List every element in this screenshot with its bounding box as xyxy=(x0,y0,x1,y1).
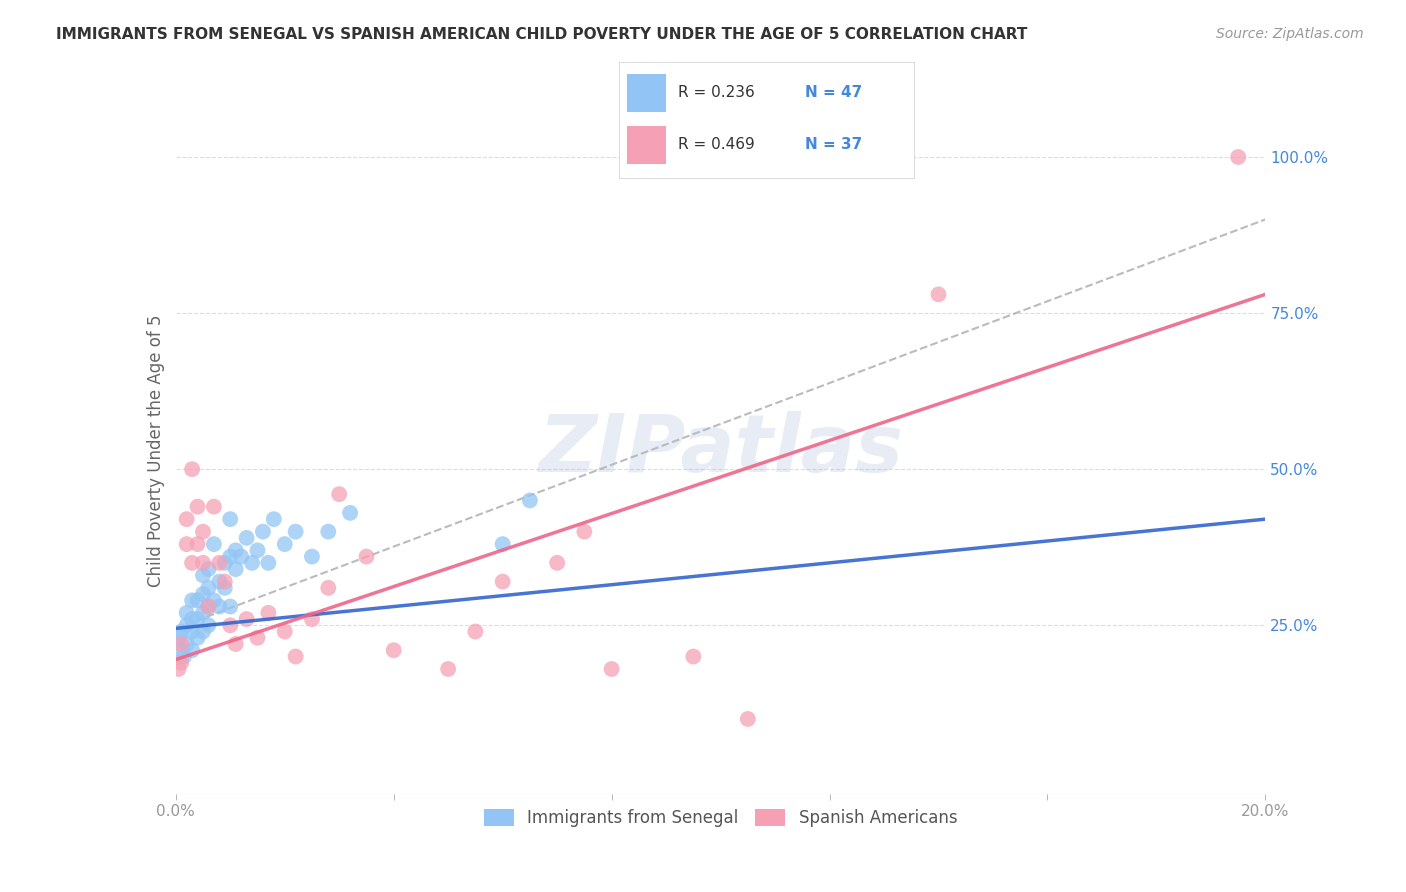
Point xyxy=(197,618,219,632)
Point xyxy=(181,556,204,570)
Point xyxy=(191,624,214,639)
Point xyxy=(225,543,247,558)
Point xyxy=(574,524,596,539)
Point xyxy=(191,524,214,539)
FancyBboxPatch shape xyxy=(627,74,666,112)
Point xyxy=(186,631,209,645)
Point xyxy=(214,574,236,589)
Point xyxy=(176,618,198,632)
Point xyxy=(240,556,263,570)
Point xyxy=(246,543,269,558)
Point xyxy=(284,524,307,539)
Text: R = 0.236: R = 0.236 xyxy=(678,85,755,100)
Point xyxy=(519,493,541,508)
Point xyxy=(208,599,231,614)
Point xyxy=(356,549,378,564)
Point xyxy=(339,506,361,520)
Point xyxy=(181,462,204,476)
Point xyxy=(191,606,214,620)
Point xyxy=(197,599,219,614)
Point xyxy=(170,656,193,670)
Point xyxy=(492,537,515,551)
Point xyxy=(328,487,350,501)
Point xyxy=(186,500,209,514)
Point xyxy=(214,556,236,570)
Text: Source: ZipAtlas.com: Source: ZipAtlas.com xyxy=(1216,27,1364,41)
Point xyxy=(257,606,280,620)
Point xyxy=(318,581,340,595)
Point xyxy=(219,549,242,564)
Point xyxy=(492,574,515,589)
Text: N = 37: N = 37 xyxy=(804,137,862,153)
Point xyxy=(208,574,231,589)
Point xyxy=(382,643,405,657)
Point xyxy=(257,556,280,570)
Point xyxy=(235,612,257,626)
Point xyxy=(219,618,242,632)
Point xyxy=(191,568,214,582)
Point xyxy=(225,637,247,651)
Point xyxy=(208,556,231,570)
Point xyxy=(318,524,340,539)
Point xyxy=(170,643,193,657)
Point xyxy=(274,624,297,639)
Point xyxy=(197,599,219,614)
Text: N = 47: N = 47 xyxy=(804,85,862,100)
Point xyxy=(928,287,950,301)
Point xyxy=(1227,150,1250,164)
Point xyxy=(301,612,323,626)
Point xyxy=(235,531,257,545)
FancyBboxPatch shape xyxy=(627,126,666,164)
Point xyxy=(176,606,198,620)
Point xyxy=(202,537,225,551)
Point xyxy=(219,599,242,614)
Point xyxy=(214,581,236,595)
Point xyxy=(246,631,269,645)
Point xyxy=(231,549,253,564)
Point xyxy=(301,549,323,564)
Point xyxy=(546,556,568,570)
Point xyxy=(191,556,214,570)
Point xyxy=(181,643,204,657)
Point xyxy=(176,512,198,526)
Text: IMMIGRANTS FROM SENEGAL VS SPANISH AMERICAN CHILD POVERTY UNDER THE AGE OF 5 COR: IMMIGRANTS FROM SENEGAL VS SPANISH AMERI… xyxy=(56,27,1028,42)
Point xyxy=(263,512,285,526)
Legend: Immigrants from Senegal, Spanish Americans: Immigrants from Senegal, Spanish America… xyxy=(477,802,965,834)
Point xyxy=(225,562,247,576)
Point xyxy=(600,662,623,676)
Point xyxy=(170,624,193,639)
Point xyxy=(202,593,225,607)
Point xyxy=(181,624,204,639)
Point xyxy=(464,624,486,639)
Point xyxy=(197,581,219,595)
Point xyxy=(186,593,209,607)
Point xyxy=(170,637,193,651)
Point xyxy=(197,562,219,576)
Point xyxy=(173,649,195,664)
Point xyxy=(274,537,297,551)
Point xyxy=(167,631,190,645)
Point xyxy=(284,649,307,664)
Point xyxy=(181,593,204,607)
Point xyxy=(737,712,759,726)
Y-axis label: Child Poverty Under the Age of 5: Child Poverty Under the Age of 5 xyxy=(146,314,165,587)
Point xyxy=(252,524,274,539)
Point xyxy=(682,649,704,664)
Point xyxy=(176,537,198,551)
Text: R = 0.469: R = 0.469 xyxy=(678,137,755,153)
Text: ZIPatlas: ZIPatlas xyxy=(538,411,903,490)
Point xyxy=(186,537,209,551)
Point xyxy=(191,587,214,601)
Point xyxy=(181,612,204,626)
Point xyxy=(167,662,190,676)
Point xyxy=(202,500,225,514)
Point xyxy=(186,612,209,626)
Point xyxy=(176,637,198,651)
Point xyxy=(437,662,460,676)
Point xyxy=(219,512,242,526)
